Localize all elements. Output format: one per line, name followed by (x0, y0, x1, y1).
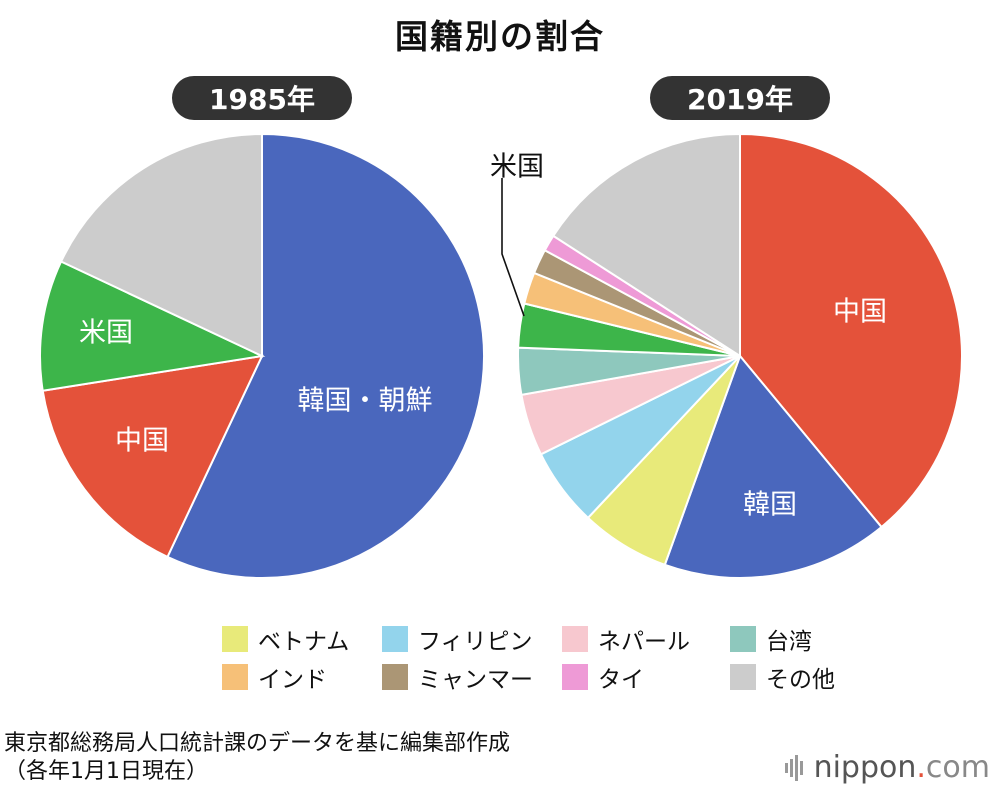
legend-swatch-taiwan (730, 626, 756, 652)
year-label-2019: 2019年 (650, 76, 830, 120)
logo-tld: com (925, 750, 990, 785)
legend-item-vietnam: ベトナム (222, 624, 350, 655)
legend-item-philippines: フィリピン (382, 624, 533, 655)
callout-label-usa: 米国 (490, 152, 544, 183)
slice-2019年-korea (663, 354, 883, 579)
logo-name: nippon (813, 750, 917, 785)
slice-label-usa: 米国 (79, 318, 133, 349)
legend-label-philippines: フィリピン (418, 629, 533, 655)
source-line-2: （各年1月1日現在） (4, 759, 208, 784)
source-note: 東京都総務局人口統計課のデータを基に編集部作成 （各年1月1日現在） (4, 730, 510, 786)
year-label-1985: 1985年 (172, 76, 352, 120)
legend-label-india: インド (258, 667, 327, 693)
legend-swatch-india (222, 664, 248, 690)
logo-dot: . (916, 750, 926, 785)
slice-label-china: 中国 (833, 297, 887, 328)
slice-label-china: 中国 (115, 426, 169, 457)
legend-item-taiwan: 台湾 (730, 624, 812, 655)
legend-label-nepal: ネパール (598, 629, 690, 655)
legend-item-nepal: ネパール (562, 624, 690, 655)
slice-1985年-usa (39, 260, 266, 392)
legend-item-india: インド (222, 662, 327, 693)
nippon-logo: nippon. com (784, 750, 990, 785)
slice-1985年-china (41, 354, 264, 559)
legend-swatch-thailand (562, 664, 588, 690)
legend-label-taiwan: 台湾 (766, 629, 812, 655)
legend-label-thailand: タイ (598, 667, 644, 693)
legend-swatch-nepal (562, 626, 588, 652)
legend-item-thailand: タイ (562, 662, 644, 693)
slice-1985年-other (59, 132, 263, 358)
slice-1985年-korea (166, 132, 485, 579)
slice-label-korea: 韓国・朝鮮 (298, 386, 433, 417)
callout-line-usa (501, 178, 525, 317)
legend-label-other: その他 (766, 667, 835, 693)
legend-label-myanmar: ミャンマー (418, 667, 533, 693)
legend-label-vietnam: ベトナム (258, 629, 350, 655)
slice-2019年-other (551, 132, 741, 358)
legend-item-myanmar: ミャンマー (382, 662, 533, 693)
legend-swatch-myanmar (382, 664, 408, 690)
source-line-1: 東京都総務局人口統計課のデータを基に編集部作成 (4, 731, 511, 756)
slice-label-korea: 韓国 (743, 490, 797, 521)
legend-swatch-philippines (382, 626, 408, 652)
legend-swatch-other (730, 664, 756, 690)
logo-mark-icon (784, 754, 803, 781)
legend-swatch-vietnam (222, 626, 248, 652)
legend-item-other: その他 (730, 662, 835, 693)
chart-title: 国籍別の割合 (395, 17, 605, 56)
slice-2019年-china (739, 132, 963, 529)
